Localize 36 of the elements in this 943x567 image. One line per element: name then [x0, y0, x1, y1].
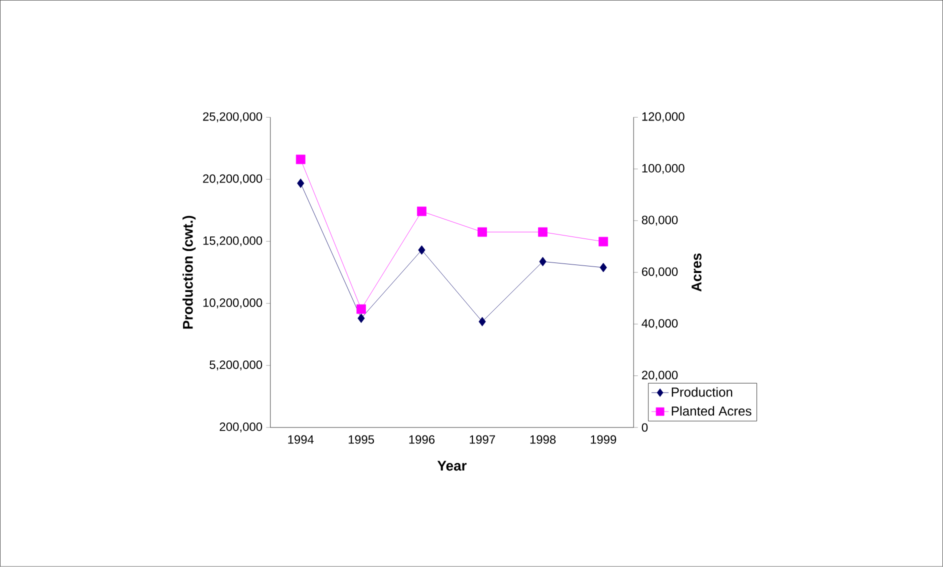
x-tick-label: 1997	[470, 435, 495, 444]
legend-label: Planted Acres	[672, 406, 752, 416]
point	[600, 262, 607, 272]
point	[478, 317, 486, 326]
x-tick-label: 1998	[530, 435, 556, 444]
y2-tick-label: 40,000	[642, 319, 678, 330]
point	[356, 304, 366, 314]
point	[598, 237, 608, 246]
y-tick-label: 15,200,000	[203, 236, 262, 246]
point	[358, 314, 365, 324]
x-axis-title: Year	[437, 461, 467, 471]
x-tick-label: 1999	[590, 435, 616, 444]
x-tick-label: 1996	[409, 435, 435, 444]
legend-label: Production	[672, 387, 732, 397]
y-tick-label: 10,200,000	[203, 298, 262, 308]
point	[296, 154, 306, 164]
point	[297, 178, 304, 188]
y-axis-title: Production (cwt.)	[182, 216, 196, 329]
y-tick-label: 200,000	[220, 422, 262, 433]
y2-tick-label: 60,000	[642, 268, 678, 278]
x-tick-label: 1995	[348, 435, 374, 444]
point	[539, 256, 546, 266]
point	[538, 227, 548, 237]
y-tick-label: 5,200,000	[210, 360, 262, 371]
y2-tick-label: 120,000	[642, 112, 684, 122]
y2-axis-title: Acres	[692, 254, 702, 292]
point	[478, 227, 487, 237]
point	[417, 206, 426, 216]
y2-tick-label: 0	[642, 423, 648, 432]
y2-tick-label: 100,000	[642, 164, 684, 174]
point	[418, 245, 426, 255]
y-tick-label: 25,200,000	[203, 112, 262, 122]
y2-tick-label: 80,000	[642, 216, 678, 226]
y2-tick-label: 20,000	[642, 370, 678, 381]
y-tick-label: 20,200,000	[203, 174, 262, 184]
x-tick-label: 1994	[288, 435, 314, 444]
